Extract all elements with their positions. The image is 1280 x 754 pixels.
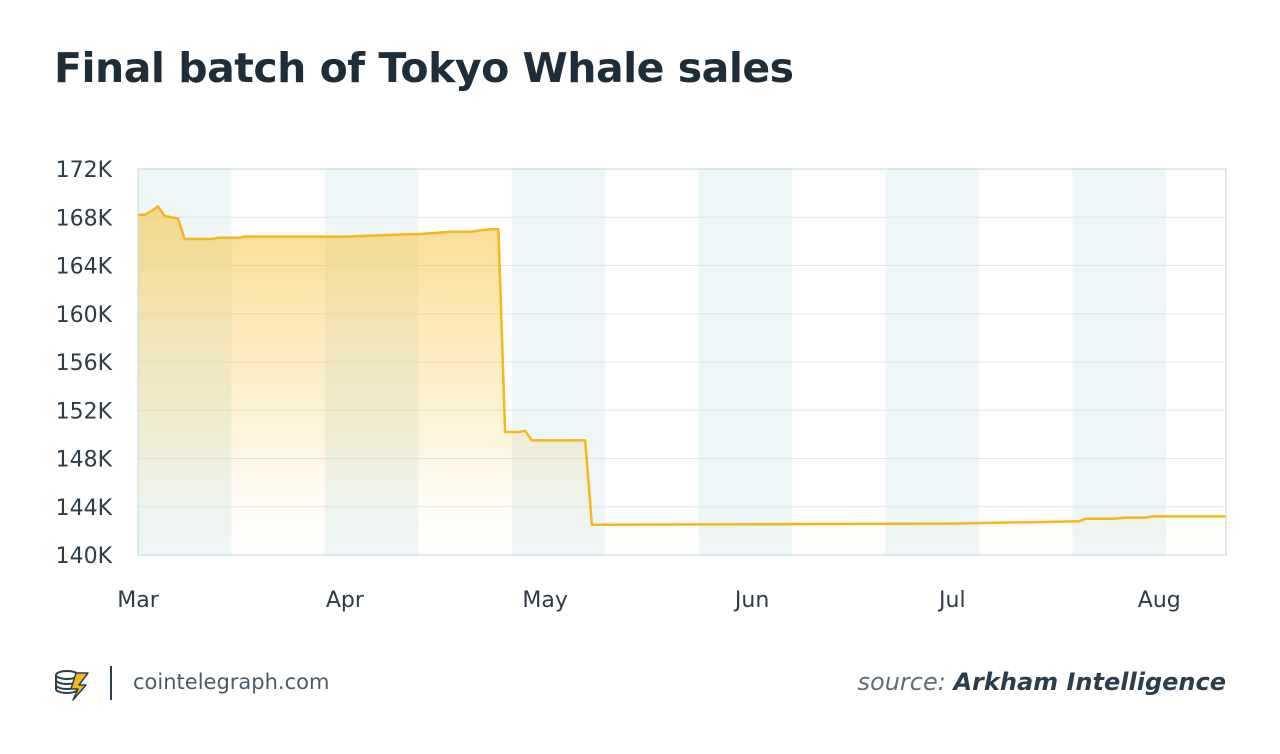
x-tick-label: Jun: [733, 588, 769, 613]
chart-title: Final batch of Tokyo Whale sales: [54, 44, 794, 92]
y-tick-label: 172K: [56, 158, 113, 183]
y-tick-label: 140K: [56, 544, 113, 569]
footer-source: source: Arkham Intelligence: [858, 668, 1226, 696]
y-tick-label: 168K: [56, 206, 113, 231]
source-name: Arkham Intelligence: [953, 668, 1226, 696]
footer-site-link[interactable]: cointelegraph.com: [133, 670, 330, 694]
plot-border: [137, 168, 1227, 556]
series-line: [138, 205, 1226, 527]
source-prefix: source:: [857, 668, 946, 696]
footer-divider: [110, 666, 112, 700]
y-tick-label: 156K: [56, 351, 113, 376]
y-tick-label: 148K: [56, 448, 113, 473]
plot-frame: [137, 168, 1227, 556]
area-layer: [138, 206, 1226, 555]
x-tick-label: Jul: [937, 588, 966, 613]
y-tick-label: 152K: [56, 399, 113, 424]
x-tick-label: Mar: [117, 588, 159, 613]
cointelegraph-logo-icon[interactable]: [52, 664, 92, 704]
x-tick-label: May: [522, 588, 567, 613]
x-tick-label: Aug: [1138, 588, 1181, 613]
y-axis-labels: 140K 144K 148K 152K 156K 160K 164K 168K 172K: [56, 158, 113, 569]
series-area: [138, 206, 1226, 555]
y-tick-label: 160K: [56, 303, 113, 328]
y-tick-label: 144K: [56, 496, 113, 521]
line-layer: [138, 205, 1226, 527]
y-tick-label: 164K: [56, 255, 113, 280]
x-tick-label: Apr: [326, 588, 365, 613]
x-axis-labels: Mar Apr May Jun Jul Aug: [117, 588, 1180, 613]
